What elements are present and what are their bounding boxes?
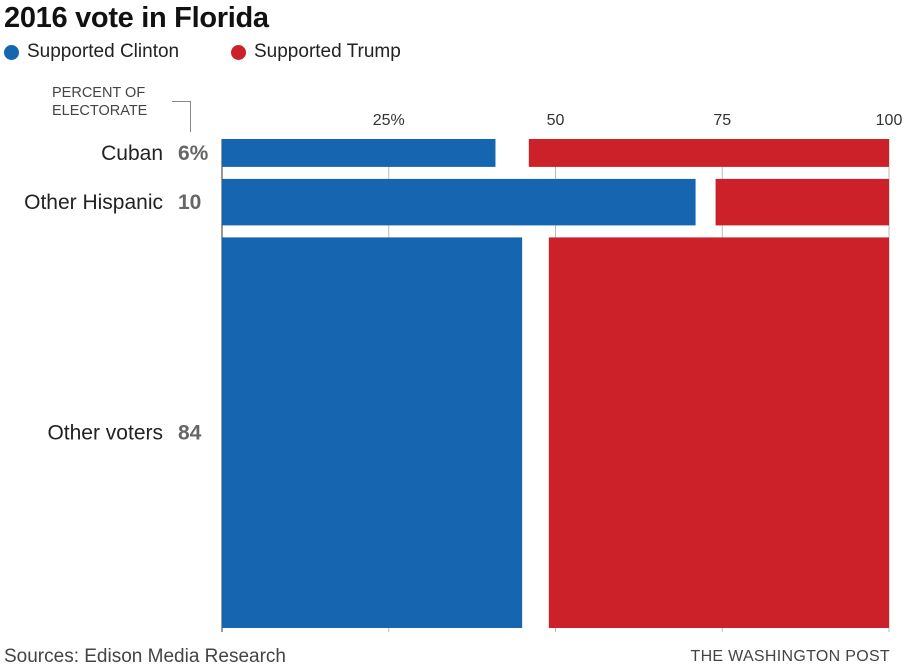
category-label-cuban: Cuban <box>101 142 163 165</box>
bar-trump-other-hispanic <box>715 178 889 226</box>
bar-trump-cuban <box>528 139 889 167</box>
bar-clinton-cuban <box>222 139 496 167</box>
source-note: Sources: Edison Media Research <box>4 646 286 667</box>
x-tick-label-75: 75 <box>713 112 731 129</box>
chart-title: 2016 vote in Florida <box>4 2 269 34</box>
x-tick-label-50: 50 <box>547 112 565 129</box>
bar-clinton-other-hispanic <box>222 178 696 226</box>
share-label-other-voters: 84 <box>178 422 202 445</box>
share-label-cuban: 6% <box>178 142 209 165</box>
share-heading: PERCENT OF ELECTORATE <box>52 84 147 120</box>
legend-item-clinton: Supported Clinton <box>4 41 179 63</box>
category-label-other-hispanic: Other Hispanic <box>24 191 163 214</box>
x-tick-label-25: 25% <box>373 112 405 129</box>
legend-label-clinton: Supported Clinton <box>27 41 180 62</box>
publisher-credit: THE WASHINGTON POST <box>690 648 890 665</box>
x-tick-label-100: 100 <box>876 112 903 129</box>
share-heading-bracket <box>172 101 191 132</box>
share-label-other-hispanic: 10 <box>178 191 201 214</box>
legend-swatch-trump <box>231 44 246 60</box>
legend-item-trump: Supported Trump <box>231 41 401 63</box>
legend-swatch-clinton <box>4 44 19 60</box>
share-heading-line-2: ELECTORATE <box>52 103 148 119</box>
share-heading-line-1: PERCENT OF <box>52 85 146 101</box>
category-label-other-voters: Other voters <box>47 422 163 445</box>
bar-trump-other-voters <box>548 237 889 628</box>
legend-label-trump: Supported Trump <box>254 41 401 62</box>
bar-clinton-other-voters <box>222 237 523 628</box>
